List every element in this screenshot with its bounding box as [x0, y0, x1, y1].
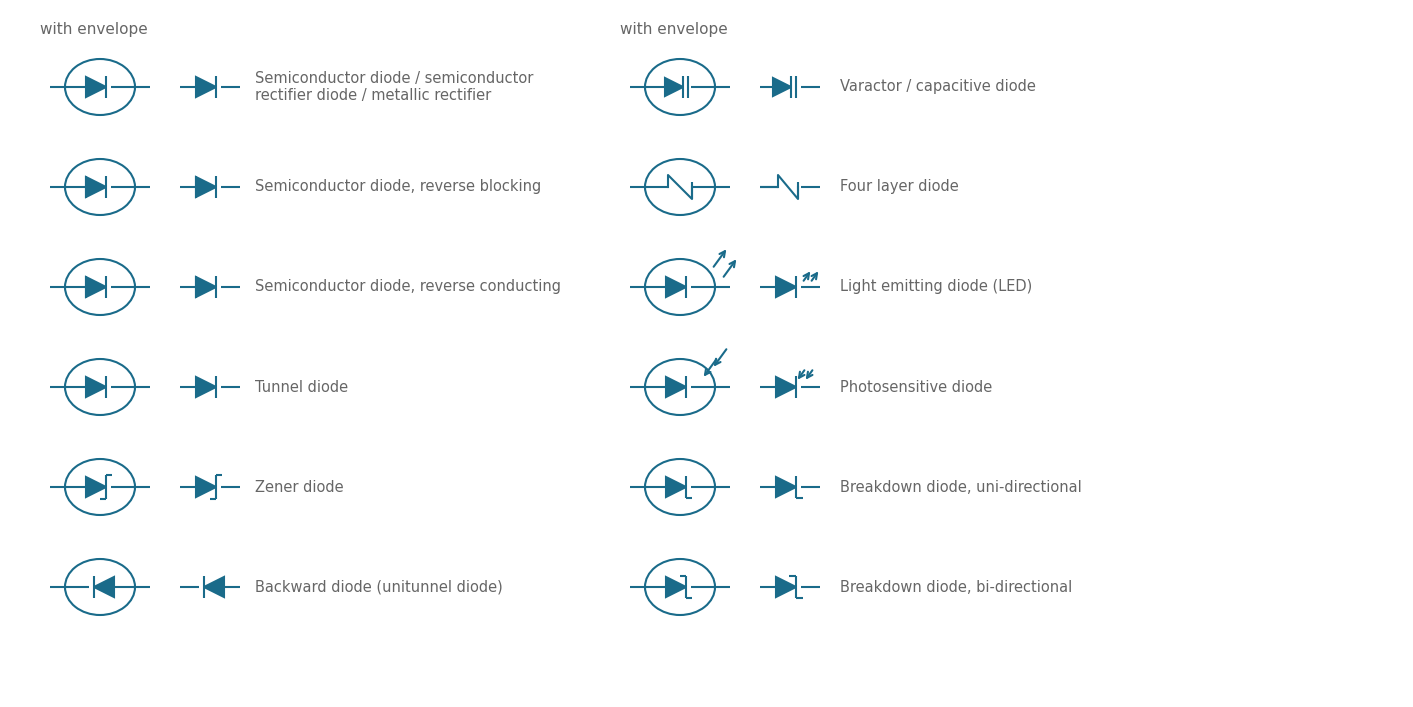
- Polygon shape: [86, 177, 106, 197]
- Text: Semiconductor diode / semiconductor
rectifier diode / metallic rectifier: Semiconductor diode / semiconductor rect…: [254, 71, 533, 103]
- Polygon shape: [196, 177, 216, 197]
- Text: Breakdown diode, bi-directional: Breakdown diode, bi-directional: [839, 580, 1072, 595]
- Polygon shape: [666, 477, 685, 497]
- Text: Tunnel diode: Tunnel diode: [254, 380, 348, 395]
- Text: Zener diode: Zener diode: [254, 479, 343, 494]
- Polygon shape: [776, 577, 796, 597]
- Polygon shape: [203, 577, 225, 597]
- Polygon shape: [776, 477, 796, 497]
- Polygon shape: [86, 377, 106, 397]
- Polygon shape: [666, 577, 685, 597]
- Polygon shape: [666, 277, 685, 297]
- Text: Varactor / capacitive diode: Varactor / capacitive diode: [839, 79, 1036, 95]
- Polygon shape: [196, 77, 216, 97]
- Polygon shape: [86, 277, 106, 297]
- Text: Photosensitive diode: Photosensitive diode: [839, 380, 992, 395]
- Text: Semiconductor diode, reverse conducting: Semiconductor diode, reverse conducting: [254, 279, 561, 295]
- Polygon shape: [196, 477, 216, 497]
- Text: Semiconductor diode, reverse blocking: Semiconductor diode, reverse blocking: [254, 180, 541, 194]
- Polygon shape: [95, 577, 114, 597]
- Polygon shape: [666, 78, 682, 96]
- Polygon shape: [86, 477, 106, 497]
- Polygon shape: [776, 277, 796, 297]
- Text: Four layer diode: Four layer diode: [839, 180, 959, 194]
- Polygon shape: [86, 77, 106, 97]
- Polygon shape: [773, 78, 791, 96]
- Text: Breakdown diode, uni-directional: Breakdown diode, uni-directional: [839, 479, 1082, 494]
- Polygon shape: [196, 377, 216, 397]
- Polygon shape: [666, 377, 685, 397]
- Text: with envelope: with envelope: [40, 22, 148, 37]
- Text: Light emitting diode (LED): Light emitting diode (LED): [839, 279, 1033, 295]
- Polygon shape: [776, 377, 796, 397]
- Text: with envelope: with envelope: [620, 22, 728, 37]
- Polygon shape: [196, 277, 216, 297]
- Text: Backward diode (unitunnel diode): Backward diode (unitunnel diode): [254, 580, 503, 595]
